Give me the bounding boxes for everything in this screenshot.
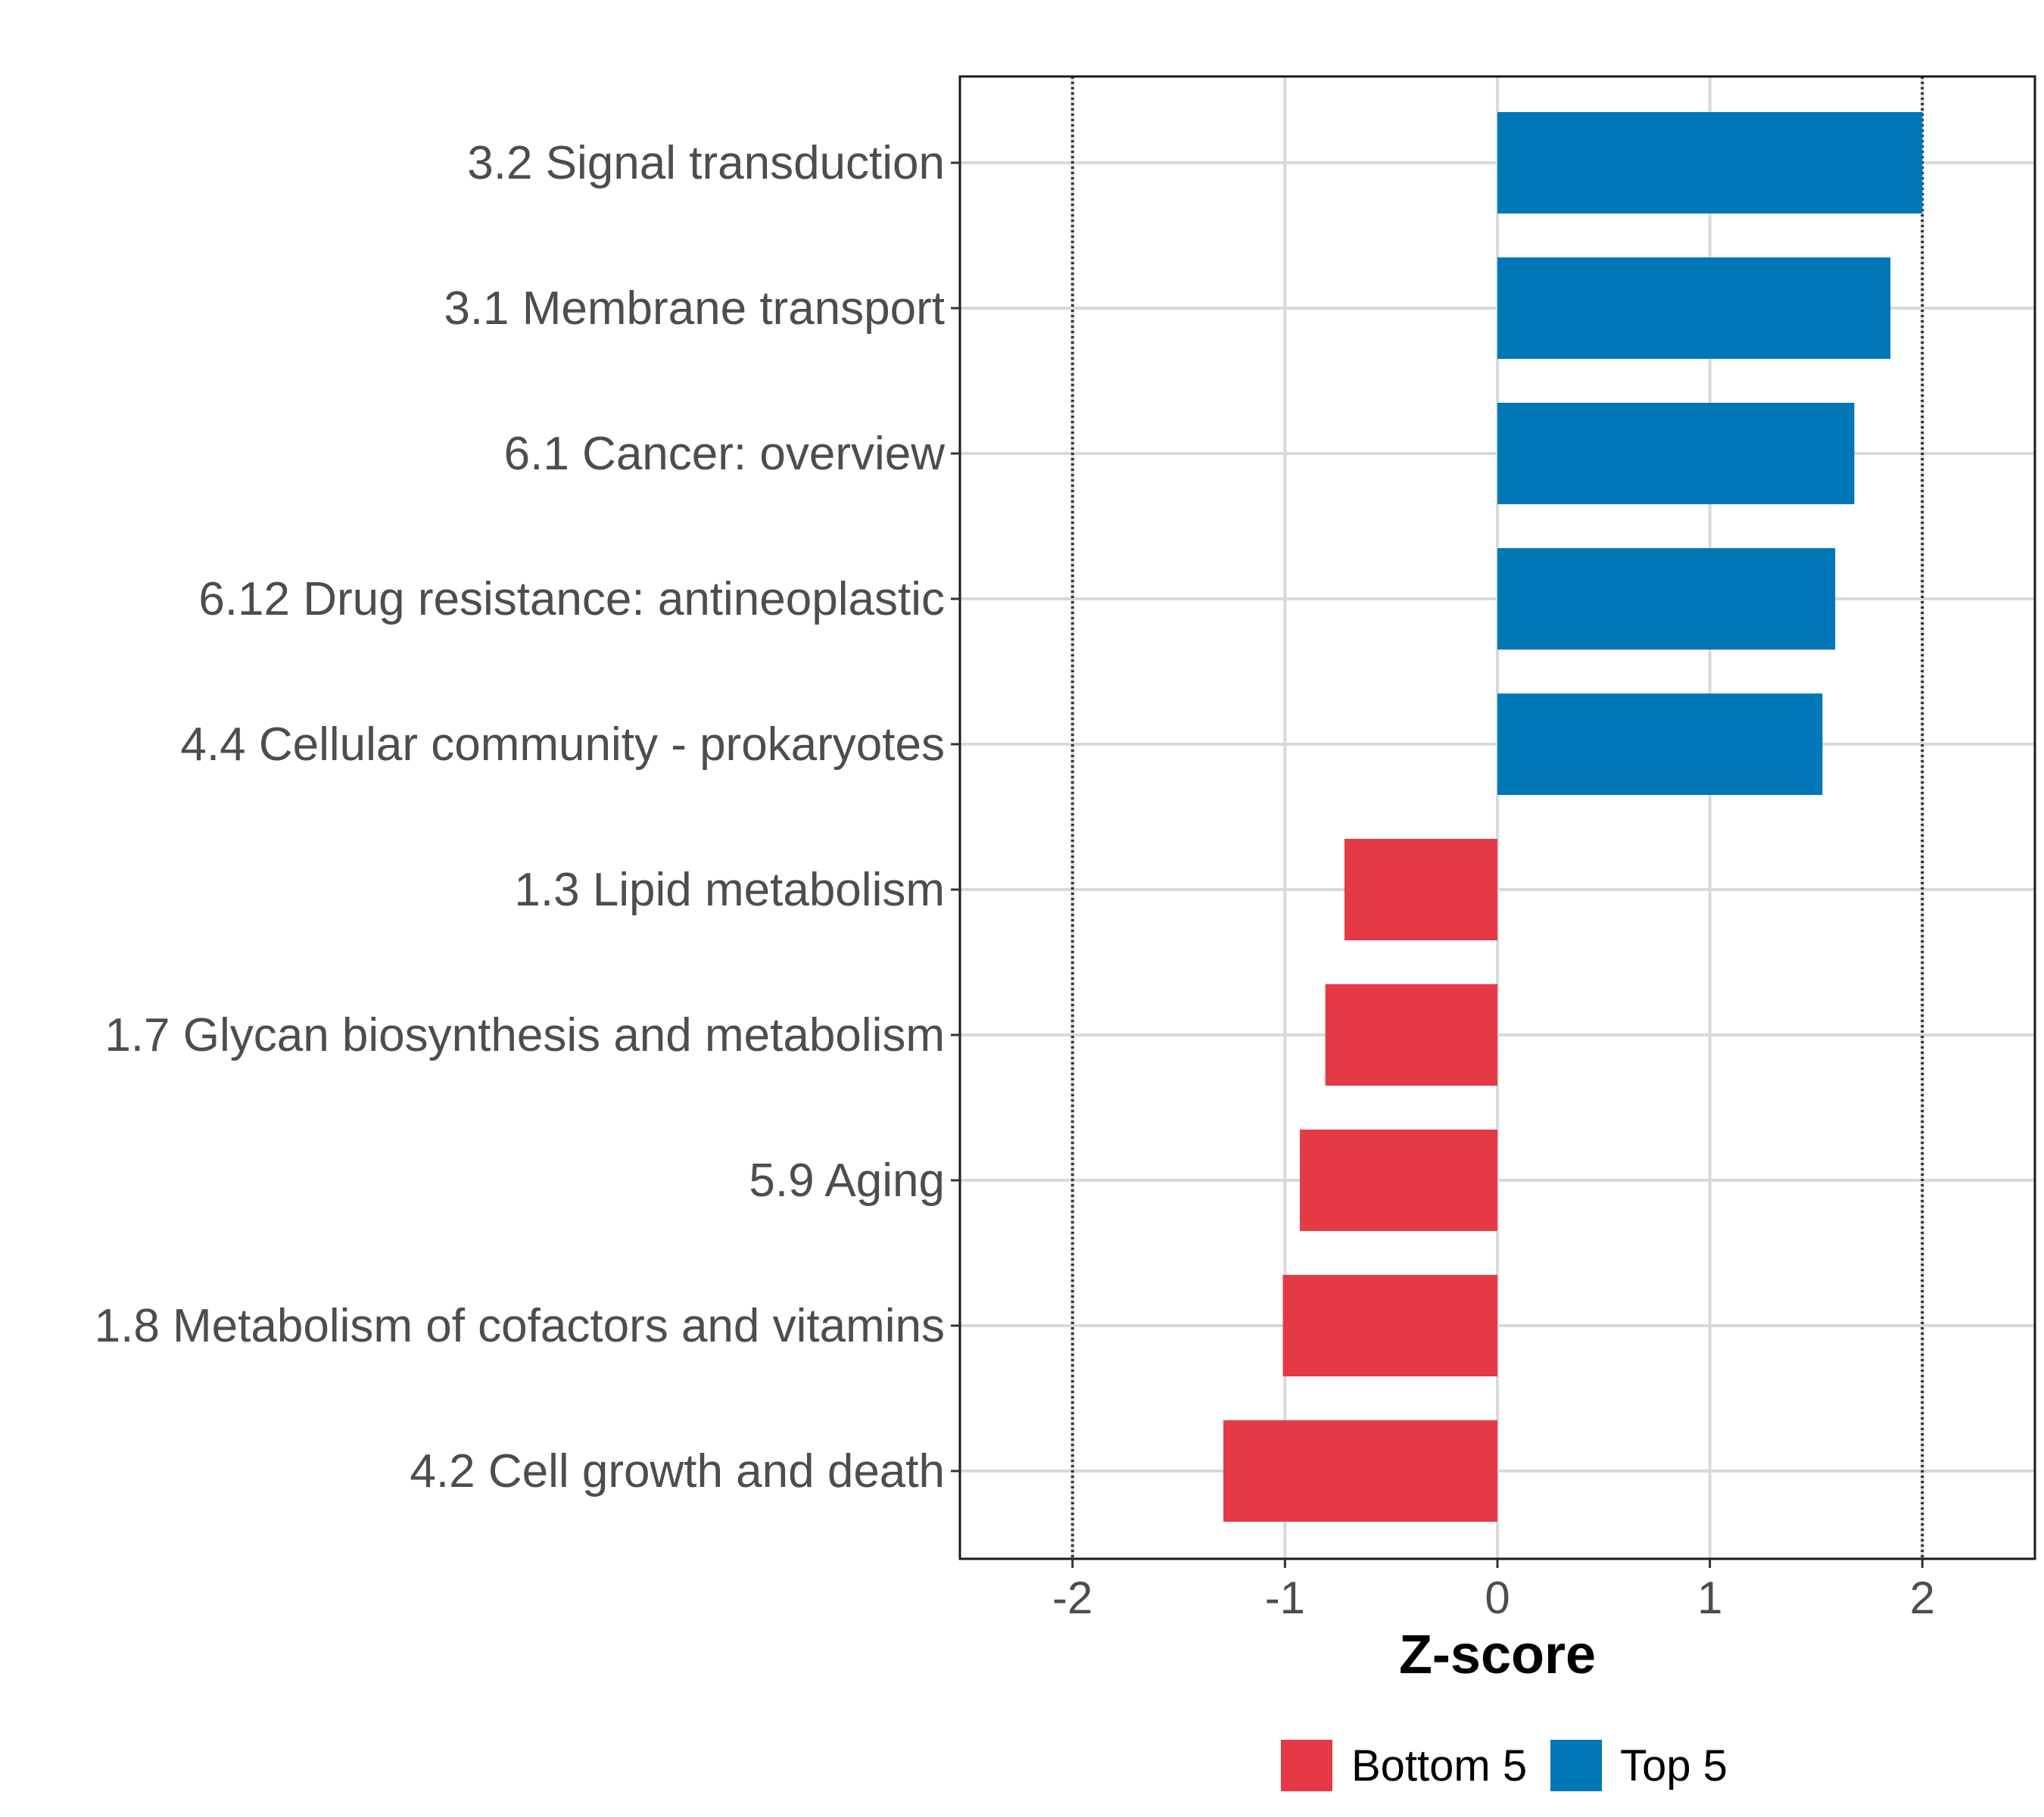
category-label: 3.1 Membrane transport [444, 282, 945, 335]
category-label: 4.2 Cell growth and death [410, 1445, 945, 1498]
category-label: 4.4 Cellular community - prokaryotes [180, 718, 945, 771]
category-label: 1.8 Metabolism of cofactors and vitamins [95, 1300, 945, 1352]
legend-label-bottom-5: Bottom 5 [1351, 1741, 1527, 1791]
legend-label-top-5: Top 5 [1620, 1741, 1728, 1791]
reference-lines [1070, 76, 1924, 1559]
bar-4-2-cell-growth-and-death [1223, 1420, 1497, 1522]
y-axis: 3.2 Signal transduction 3.1 Membrane tran… [95, 137, 960, 1498]
category-label: 6.1 Cancer: overview [504, 428, 946, 480]
bar-5-9-aging [1300, 1130, 1497, 1231]
category-label: 3.2 Signal transduction [467, 137, 945, 189]
x-axis: -2 -1 0 1 2 [1052, 1559, 1935, 1623]
category-label: 6.12 Drug resistance: antineoplastic [198, 573, 945, 625]
bar-3-2-signal-transduction [1497, 112, 1923, 213]
bar-1-3-lipid-metabolism [1344, 839, 1497, 940]
x-axis-title: Z-score [1399, 1625, 1596, 1685]
bar-1-7-glycan-biosynthesis-and-metabolism [1325, 984, 1497, 1086]
x-tick-label: 0 [1485, 1572, 1510, 1623]
bar-6-1-cancer-overview [1497, 403, 1855, 504]
bar-3-1-membrane-transport [1497, 257, 1891, 359]
bar-6-12-drug-resistance-antineoplastic [1497, 548, 1836, 650]
x-tick-label: -2 [1052, 1572, 1092, 1623]
x-tick-label: 1 [1697, 1572, 1722, 1623]
bar-1-8-metabolism-of-cofactors-and-vitamins [1282, 1275, 1497, 1376]
category-label: 5.9 Aging [749, 1155, 945, 1207]
category-label: 1.3 Lipid metabolism [514, 864, 945, 916]
bars [1223, 112, 1923, 1522]
legend-key-top-5 [1550, 1740, 1602, 1791]
legend-key-bottom-5 [1281, 1740, 1332, 1791]
category-label: 1.7 Glycan biosynthesis and metabolism [104, 1009, 945, 1061]
x-tick-label: 2 [1910, 1572, 1935, 1623]
x-tick-label: -1 [1265, 1572, 1305, 1623]
bar-4-4-cellular-community-prokaryotes [1497, 693, 1823, 795]
legend: Bottom 5 Top 5 [1281, 1740, 1728, 1791]
